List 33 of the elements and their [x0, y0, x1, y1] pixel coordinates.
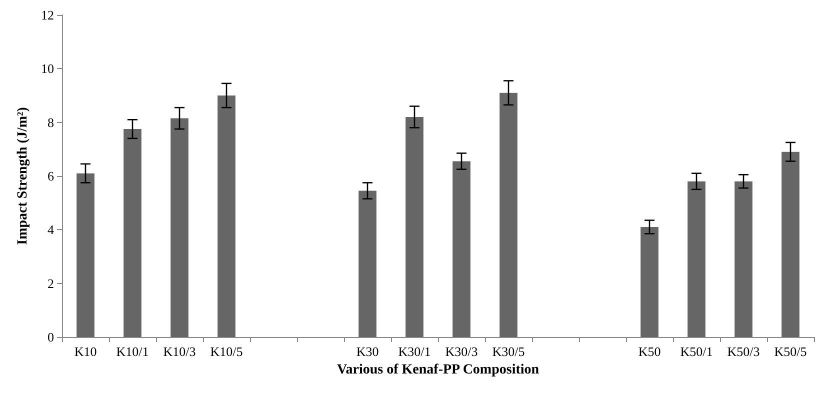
bar — [170, 118, 188, 337]
x-tick-label: K30/1 — [398, 344, 431, 359]
bar — [124, 129, 142, 337]
x-tick-label: K10 — [74, 344, 97, 359]
x-tick-label: K50/1 — [680, 344, 713, 359]
bar — [358, 190, 376, 337]
x-tick-label: K30/3 — [445, 344, 478, 359]
bar — [782, 152, 800, 337]
bar — [688, 181, 706, 337]
y-tick-label: 0 — [48, 330, 54, 344]
bar — [218, 96, 236, 337]
x-tick-label: K50/3 — [727, 344, 760, 359]
y-tick-label: 6 — [48, 168, 54, 184]
y-tick-label: 12 — [41, 8, 54, 22]
y-tick-label: 2 — [48, 276, 54, 291]
x-tick-label: K50/5 — [774, 344, 807, 359]
x-axis-title: Various of Kenaf-PP Composition — [336, 362, 540, 378]
y-tick-label: 8 — [48, 114, 54, 130]
bar — [500, 92, 518, 337]
x-tick-label: K50 — [638, 344, 661, 359]
x-tick-label: K10/5 — [210, 344, 243, 359]
bar — [734, 181, 752, 337]
bar — [452, 161, 470, 337]
x-tick-label: K30 — [356, 344, 379, 359]
x-tick-label: K10/1 — [116, 344, 149, 359]
bar — [76, 173, 94, 337]
y-tick-label: 10 — [41, 61, 54, 76]
x-tick-label: K10/3 — [163, 344, 196, 359]
x-tick-label: K30/5 — [492, 344, 525, 359]
bar — [406, 116, 424, 337]
bar — [640, 226, 658, 337]
y-axis-title: Impact Strength (J/m²) — [16, 106, 31, 245]
y-tick-label: 4 — [48, 222, 54, 238]
